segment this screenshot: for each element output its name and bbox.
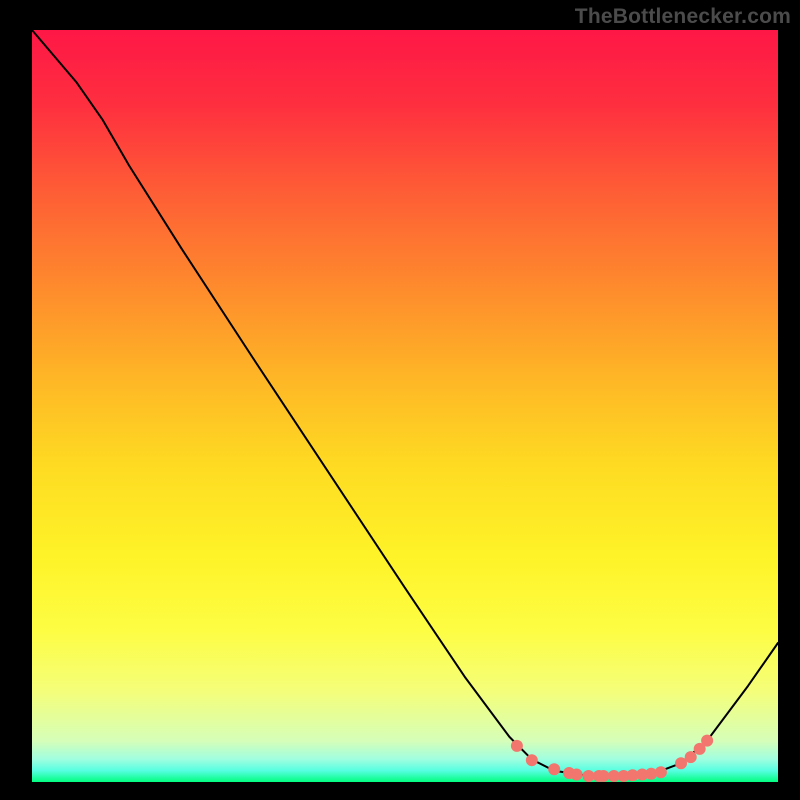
marker-dot (597, 770, 609, 782)
marker-dot (655, 766, 667, 778)
marker-dot (571, 768, 583, 780)
watermark-text: TheBottlenecker.com (575, 5, 791, 29)
marker-dot (701, 735, 713, 747)
marker-dot (511, 740, 523, 752)
marker-dot (685, 751, 697, 763)
bottleneck-curve (32, 30, 778, 777)
chart-overlay (32, 30, 778, 782)
chart-container: TheBottlenecker.com (0, 0, 800, 800)
marker-dot (526, 754, 538, 766)
marker-dots (511, 735, 713, 782)
marker-dot (583, 770, 595, 782)
plot-area (32, 30, 778, 782)
marker-dot (548, 763, 560, 775)
